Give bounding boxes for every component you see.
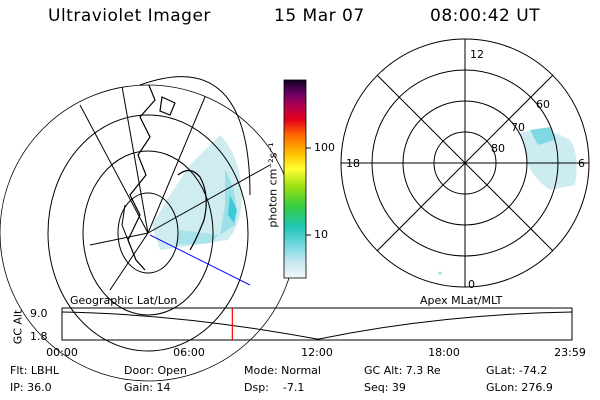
mlat-label-80: 80 bbox=[491, 142, 505, 155]
info-gc-alt: GC Alt: 7.3 Re bbox=[364, 364, 441, 377]
geographic-map bbox=[0, 76, 297, 382]
mlt-label-0: 0 bbox=[468, 278, 475, 291]
timeline-y-tick-top: 9.0 bbox=[30, 307, 48, 320]
mlt-label-12: 12 bbox=[470, 48, 484, 61]
mlt-label-6: 6 bbox=[578, 157, 585, 170]
mlat-label-70: 70 bbox=[511, 121, 525, 134]
altitude-curve bbox=[61, 311, 573, 340]
polar-aurora-patch bbox=[520, 130, 577, 190]
instrument-title: Ultraviolet Imager bbox=[48, 6, 211, 26]
info-glat: GLat: -74.2 bbox=[486, 364, 548, 377]
timeline-plot bbox=[61, 307, 573, 341]
info-door: Door: Open bbox=[124, 364, 187, 377]
timeline-right-label: Apex MLat/MLT bbox=[420, 294, 503, 307]
info-seq: Seq: 39 bbox=[364, 381, 406, 394]
info-glon: GLon: 276.9 bbox=[486, 381, 553, 394]
info-gain: Gain: 14 bbox=[124, 381, 171, 394]
info-dsp: Dsp: -7.1 bbox=[244, 381, 305, 394]
info-mode: Mode: Normal bbox=[244, 364, 321, 377]
geo-aurora-patch bbox=[152, 135, 242, 250]
observation-time: 08:00:42 UT bbox=[430, 6, 541, 26]
mlt-label-18: 18 bbox=[346, 157, 360, 170]
timeline-x-tick-1: 06:00 bbox=[173, 346, 205, 359]
timeline-left-label: Geographic Lat/Lon bbox=[70, 294, 178, 307]
colorbar-tick-10: 10 bbox=[314, 228, 328, 241]
timeline-x-tick-0: 00:00 bbox=[46, 346, 78, 359]
timeline-y-axis-title: GC Alt bbox=[11, 309, 25, 345]
polar-plot bbox=[340, 38, 590, 288]
mlat-label-60: 60 bbox=[536, 98, 550, 111]
colorbar-tick-100: 100 bbox=[314, 141, 335, 154]
info-filter: Flt: LBHL bbox=[10, 364, 59, 377]
timeline-x-tick-3: 18:00 bbox=[428, 346, 460, 359]
observation-date: 15 Mar 07 bbox=[274, 6, 365, 26]
timeline-x-tick-4: 23:59 bbox=[554, 346, 586, 359]
colorbar-unit-label: photon cm⁻²s⁻¹ bbox=[266, 142, 280, 228]
intensity-colorbar bbox=[283, 79, 311, 279]
timeline-x-tick-2: 12:00 bbox=[301, 346, 333, 359]
timeline-y-tick-bottom: 1.8 bbox=[30, 330, 48, 343]
info-ip: IP: 36.0 bbox=[10, 381, 52, 394]
